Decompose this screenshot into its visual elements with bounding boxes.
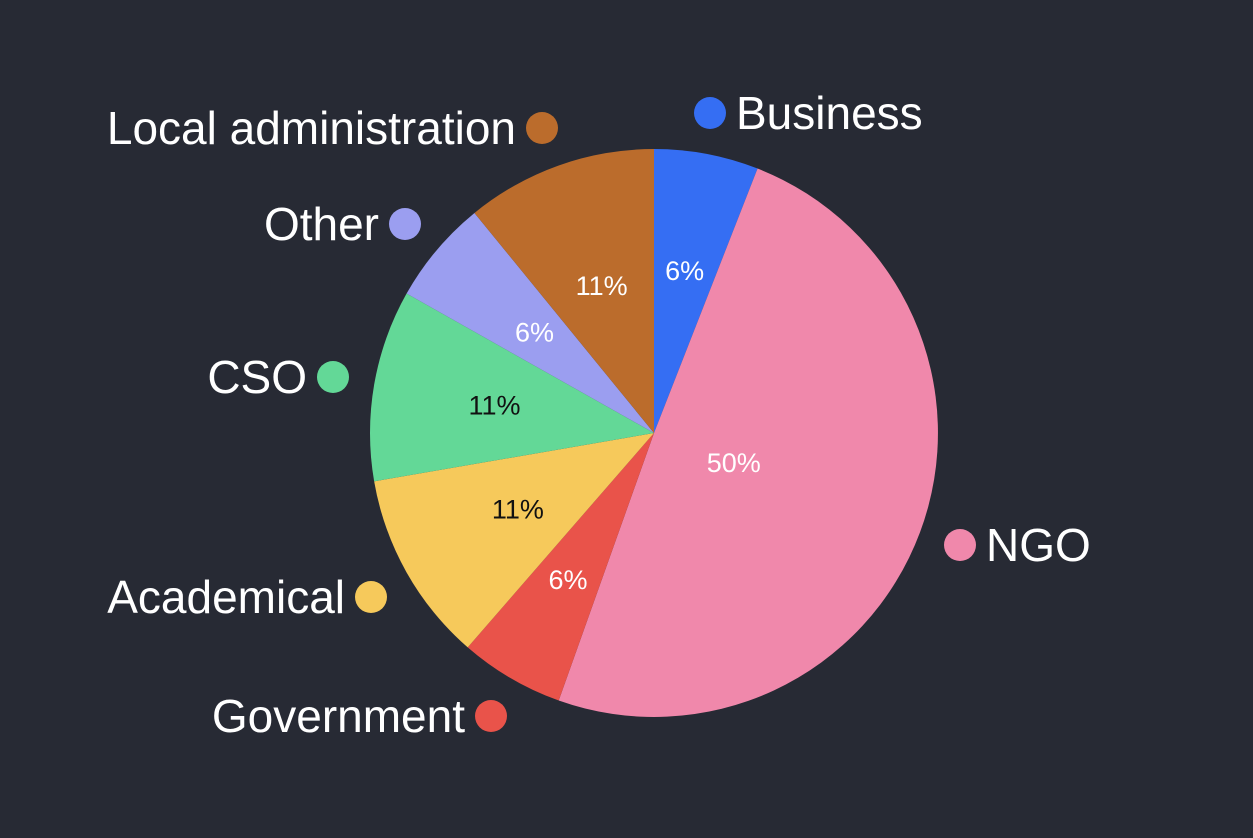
pie-slice-cso: [370, 293, 654, 482]
slice-percent-label-cso: 11%: [468, 390, 520, 420]
pie-slice-other: [406, 212, 654, 433]
legend-marker-cso: [317, 361, 349, 393]
legend-label-cso: CSO: [207, 351, 307, 403]
slice-percent-label-academical: 11%: [492, 495, 544, 525]
legend-label-ngo: NGO: [986, 519, 1091, 571]
legend-label-other: Other: [264, 198, 379, 250]
legend-marker-other: [389, 208, 421, 240]
legend-label-academical: Academical: [107, 571, 345, 623]
legend-marker-local-administration: [526, 112, 558, 144]
legend-label-local-administration: Local administration: [107, 102, 516, 154]
pie-slice-business: [654, 149, 758, 433]
legend-marker-government: [475, 700, 507, 732]
slice-percent-label-business: 6%: [665, 256, 704, 286]
legend-layer: Business NGO Government Academical CSO Other L…: [107, 87, 1091, 742]
pie-slice-government: [467, 433, 654, 701]
slice-percent-label-ngo: 50%: [707, 448, 761, 478]
pie-slice-academical: [374, 433, 654, 648]
slices-layer: [370, 149, 938, 717]
percent-labels-layer: 6% 50% 6% 11% 11% 6% 11%: [468, 256, 760, 595]
slice-percent-label-local-administration: 11%: [576, 271, 628, 301]
legend-label-business: Business: [736, 87, 923, 139]
slice-percent-label-other: 6%: [515, 317, 554, 347]
legend-marker-ngo: [944, 529, 976, 561]
legend-marker-academical: [355, 581, 387, 613]
pie-slice-local-administration: [474, 149, 654, 433]
pie-slice-ngo: [558, 168, 938, 717]
legend-label-government: Government: [212, 690, 465, 742]
legend-marker-business: [694, 97, 726, 129]
slice-percent-label-government: 6%: [548, 565, 587, 595]
